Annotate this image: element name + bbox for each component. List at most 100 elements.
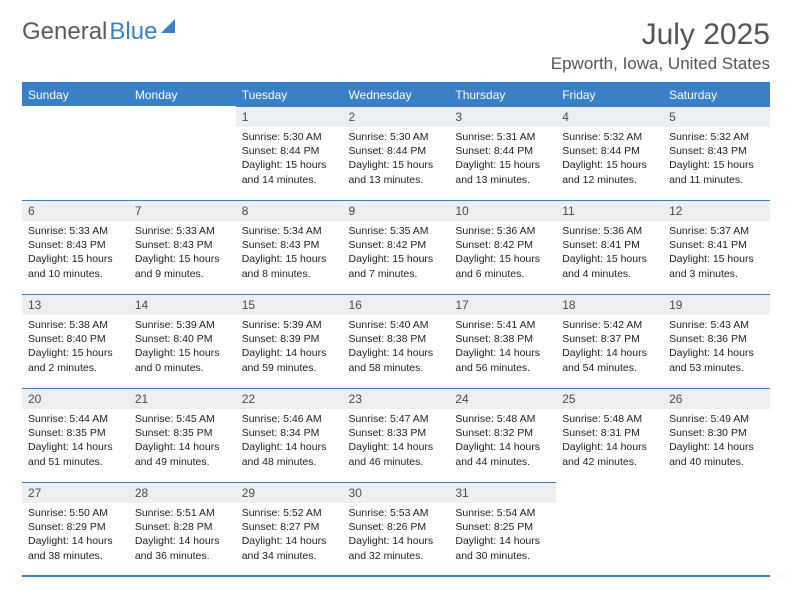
day-details: Sunrise: 5:48 AMSunset: 8:32 PMDaylight:… xyxy=(449,409,556,475)
calendar-day-cell: 20 Sunrise: 5:44 AMSunset: 8:35 PMDayligh… xyxy=(22,388,129,482)
daylight-line: Daylight: 14 hours and 36 minutes. xyxy=(135,534,230,562)
day-number: 7 xyxy=(129,200,236,221)
calendar-week-row: 13Sunrise: 5:38 AMSunset: 8:40 PMDayligh… xyxy=(22,294,770,388)
daylight-line: Daylight: 15 hours and 7 minutes. xyxy=(349,252,444,280)
day-details: Sunrise: 5:41 AMSunset: 8:38 PMDaylight:… xyxy=(449,315,556,381)
calendar-day-cell: 17Sunrise: 5:41 AMSunset: 8:38 PMDayligh… xyxy=(449,294,556,388)
daylight-line: Daylight: 15 hours and 3 minutes. xyxy=(669,252,764,280)
sunset-line: Sunset: 8:43 PM xyxy=(135,238,230,252)
calendar-empty-cell xyxy=(556,482,663,576)
sunrise-line: Sunrise: 5:32 AM xyxy=(562,130,657,144)
daylight-line: Daylight: 15 hours and 12 minutes. xyxy=(562,158,657,186)
daylight-line: Daylight: 14 hours and 49 minutes. xyxy=(135,440,230,468)
day-details: Sunrise: 5:42 AMSunset: 8:37 PMDaylight:… xyxy=(556,315,663,381)
day-number: 17 xyxy=(449,294,556,315)
weekday-header: Wednesday xyxy=(343,83,450,106)
weekday-header: Sunday xyxy=(22,83,129,106)
day-number: 8 xyxy=(236,200,343,221)
day-number: 20 xyxy=(22,388,129,409)
location: Epworth, Iowa, United States xyxy=(551,54,770,74)
calendar-empty-cell xyxy=(129,106,236,200)
daylight-line: Daylight: 14 hours and 34 minutes. xyxy=(242,534,337,562)
day-number: 31 xyxy=(449,482,556,503)
day-number: 27 xyxy=(22,482,129,503)
calendar-week-row: 1Sunrise: 5:30 AMSunset: 8:44 PMDaylight… xyxy=(22,106,770,200)
calendar-empty-cell xyxy=(663,482,770,576)
day-number: 13 xyxy=(22,294,129,315)
month-title: July 2025 xyxy=(551,18,770,52)
calendar-day-cell: 19Sunrise: 5:43 AMSunset: 8:36 PMDayligh… xyxy=(663,294,770,388)
day-details: Sunrise: 5:38 AMSunset: 8:40 PMDaylight:… xyxy=(22,315,129,381)
day-number: 11 xyxy=(556,200,663,221)
daylight-line: Daylight: 15 hours and 13 minutes. xyxy=(455,158,550,186)
sunset-line: Sunset: 8:26 PM xyxy=(349,520,444,534)
sunrise-line: Sunrise: 5:34 AM xyxy=(242,224,337,238)
day-details: Sunrise: 5:40 AMSunset: 8:38 PMDaylight:… xyxy=(343,315,450,381)
calendar-day-cell: 16Sunrise: 5:40 AMSunset: 8:38 PMDayligh… xyxy=(343,294,450,388)
day-details: Sunrise: 5:30 AMSunset: 8:44 PMDaylight:… xyxy=(343,127,450,193)
sunrise-line: Sunrise: 5:35 AM xyxy=(349,224,444,238)
sunset-line: Sunset: 8:35 PM xyxy=(28,426,123,440)
sunset-line: Sunset: 8:27 PM xyxy=(242,520,337,534)
daylight-line: Daylight: 14 hours and 32 minutes. xyxy=(349,534,444,562)
daylight-line: Daylight: 15 hours and 4 minutes. xyxy=(562,252,657,280)
daylight-line: Daylight: 15 hours and 11 minutes. xyxy=(669,158,764,186)
daylight-line: Daylight: 14 hours and 42 minutes. xyxy=(562,440,657,468)
day-number: 3 xyxy=(449,106,556,127)
calendar-day-cell: 22Sunrise: 5:46 AMSunset: 8:34 PMDayligh… xyxy=(236,388,343,482)
day-number: 28 xyxy=(129,482,236,503)
day-number: 26 xyxy=(663,388,770,409)
daylight-line: Daylight: 14 hours and 54 minutes. xyxy=(562,346,657,374)
day-details: Sunrise: 5:32 AMSunset: 8:43 PMDaylight:… xyxy=(663,127,770,193)
weekday-header: Thursday xyxy=(449,83,556,106)
sunset-line: Sunset: 8:28 PM xyxy=(135,520,230,534)
daylight-line: Daylight: 14 hours and 53 minutes. xyxy=(669,346,764,374)
daylight-line: Daylight: 14 hours and 51 minutes. xyxy=(28,440,123,468)
sunrise-line: Sunrise: 5:36 AM xyxy=(455,224,550,238)
day-number: 4 xyxy=(556,106,663,127)
day-number: 25 xyxy=(556,388,663,409)
calendar-day-cell: 27Sunrise: 5:50 AMSunset: 8:29 PMDayligh… xyxy=(22,482,129,576)
calendar-day-cell: 9Sunrise: 5:35 AMSunset: 8:42 PMDaylight… xyxy=(343,200,450,294)
daylight-line: Daylight: 14 hours and 58 minutes. xyxy=(349,346,444,374)
day-number: 9 xyxy=(343,200,450,221)
day-number: 15 xyxy=(236,294,343,315)
day-details: Sunrise: 5:45 AMSunset: 8:35 PMDaylight:… xyxy=(129,409,236,475)
day-details: Sunrise: 5:33 AMSunset: 8:43 PMDaylight:… xyxy=(22,221,129,287)
day-number: 1 xyxy=(236,106,343,127)
day-details: Sunrise: 5:39 AMSunset: 8:39 PMDaylight:… xyxy=(236,315,343,381)
daylight-line: Daylight: 14 hours and 46 minutes. xyxy=(349,440,444,468)
calendar-day-cell: 14Sunrise: 5:39 AMSunset: 8:40 PMDayligh… xyxy=(129,294,236,388)
sunrise-line: Sunrise: 5:43 AM xyxy=(669,318,764,332)
day-number: 22 xyxy=(236,388,343,409)
daylight-line: Daylight: 15 hours and 8 minutes. xyxy=(242,252,337,280)
calendar-day-cell: 7Sunrise: 5:33 AMSunset: 8:43 PMDaylight… xyxy=(129,200,236,294)
sunrise-line: Sunrise: 5:36 AM xyxy=(562,224,657,238)
sunrise-line: Sunrise: 5:45 AM xyxy=(135,412,230,426)
weekday-header: Monday xyxy=(129,83,236,106)
day-details: Sunrise: 5:43 AMSunset: 8:36 PMDaylight:… xyxy=(663,315,770,381)
calendar-day-cell: 8 Sunrise: 5:34 AMSunset: 8:43 PMDaylight… xyxy=(236,200,343,294)
brand-part2: Blue xyxy=(109,18,157,46)
sunset-line: Sunset: 8:36 PM xyxy=(669,332,764,346)
daylight-line: Daylight: 15 hours and 2 minutes. xyxy=(28,346,123,374)
day-details: Sunrise: 5:36 AMSunset: 8:42 PMDaylight:… xyxy=(449,221,556,287)
day-details: Sunrise: 5:39 AMSunset: 8:40 PMDaylight:… xyxy=(129,315,236,381)
day-number: 23 xyxy=(343,388,450,409)
sunrise-line: Sunrise: 5:39 AM xyxy=(135,318,230,332)
sunrise-line: Sunrise: 5:54 AM xyxy=(455,506,550,520)
day-details: Sunrise: 5:53 AMSunset: 8:26 PMDaylight:… xyxy=(343,503,450,569)
sunrise-line: Sunrise: 5:47 AM xyxy=(349,412,444,426)
daylight-line: Daylight: 14 hours and 48 minutes. xyxy=(242,440,337,468)
day-number: 19 xyxy=(663,294,770,315)
calendar-empty-cell xyxy=(22,106,129,200)
sunrise-line: Sunrise: 5:44 AM xyxy=(28,412,123,426)
sunset-line: Sunset: 8:32 PM xyxy=(455,426,550,440)
calendar-day-cell: 2Sunrise: 5:30 AMSunset: 8:44 PMDaylight… xyxy=(343,106,450,200)
calendar-day-cell: 23Sunrise: 5:47 AMSunset: 8:33 PMDayligh… xyxy=(343,388,450,482)
day-details: Sunrise: 5:32 AMSunset: 8:44 PMDaylight:… xyxy=(556,127,663,193)
day-number: 2 xyxy=(343,106,450,127)
sunset-line: Sunset: 8:43 PM xyxy=(242,238,337,252)
daylight-line: Daylight: 15 hours and 0 minutes. xyxy=(135,346,230,374)
sunrise-line: Sunrise: 5:52 AM xyxy=(242,506,337,520)
